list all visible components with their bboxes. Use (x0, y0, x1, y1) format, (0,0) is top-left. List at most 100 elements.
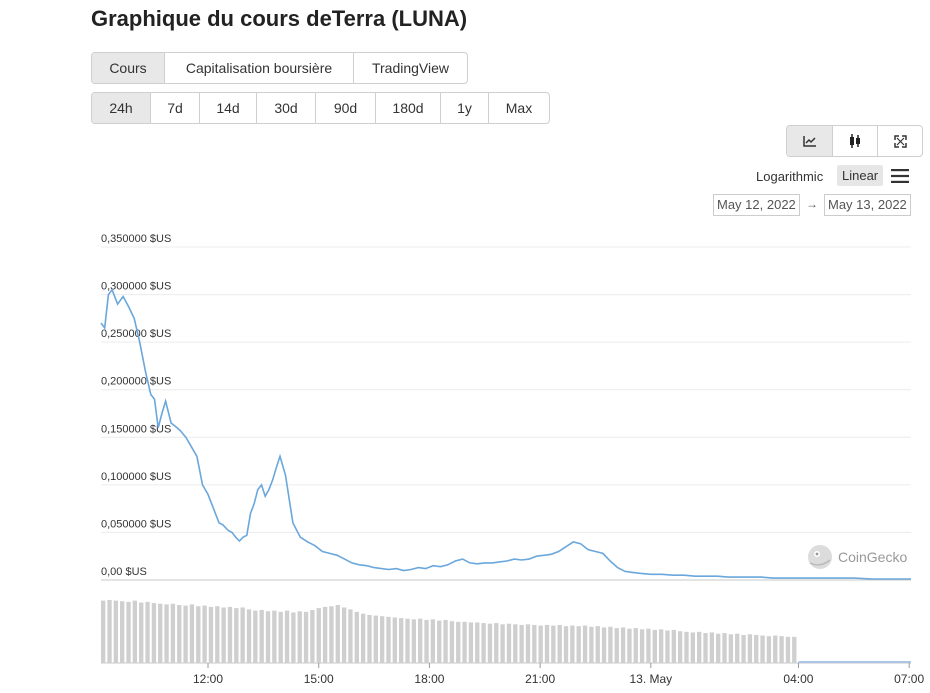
volume-bar (120, 601, 125, 663)
date-from-input[interactable]: May 12, 2022 (713, 194, 800, 216)
watermark-text: CoinGecko (838, 549, 907, 565)
volume-bar (151, 603, 157, 663)
volume-bar (785, 636, 791, 663)
volume-bar (506, 623, 512, 663)
volume-bar (576, 626, 581, 663)
x-tick-label: 07:00 (894, 672, 924, 686)
volume-bar (741, 634, 746, 663)
volume-bar (278, 611, 283, 663)
chart-tools (786, 125, 923, 157)
volume-bar (189, 604, 195, 663)
y-tick-label: 0,150000 $US (101, 423, 171, 435)
tab-capitalisation[interactable]: Capitalisation boursière (164, 53, 353, 83)
volume-bars (101, 600, 911, 663)
volume-bar (113, 600, 119, 663)
volume-bar (348, 609, 353, 663)
range-90d-button[interactable]: 90d (315, 93, 375, 123)
volume-bar (601, 627, 607, 663)
volume-bar (126, 601, 131, 663)
volume-bar (132, 600, 138, 663)
x-tick-label: 13. May (629, 672, 672, 686)
volume-bar (392, 617, 398, 663)
volume-bar (519, 624, 524, 663)
volume-bar (608, 626, 613, 663)
x-tick-label: 21:00 (525, 672, 555, 686)
volume-bar (202, 605, 207, 663)
volume-bar (107, 600, 112, 663)
hamburger-menu-icon[interactable] (891, 169, 909, 183)
volume-bar (145, 601, 150, 663)
volume-bar (633, 628, 638, 663)
range-30d-button[interactable]: 30d (256, 93, 315, 123)
range-180d-button[interactable]: 180d (375, 93, 440, 123)
volume-bar (284, 610, 290, 663)
volume-bar (322, 606, 328, 663)
line-chart-icon (802, 136, 816, 147)
volume-bar (595, 626, 600, 663)
chart-type-tabs: Cours Capitalisation boursière TradingVi… (91, 52, 468, 84)
range-1y-button[interactable]: 1y (440, 93, 488, 123)
linear-scale-option[interactable]: Linear (837, 165, 884, 186)
volume-bar (652, 629, 657, 663)
volume-bar (627, 628, 632, 663)
volume-bar (563, 626, 569, 663)
volume-bar (177, 604, 182, 663)
volume-bar (316, 608, 321, 663)
volume-bar (101, 600, 106, 663)
volume-bar (792, 636, 797, 663)
volume-bar (139, 602, 144, 663)
volume-bar (164, 604, 169, 663)
tab-cours[interactable]: Cours (92, 53, 164, 83)
volume-bar (329, 606, 334, 663)
volume-bar (773, 635, 778, 663)
volume-bar (221, 607, 226, 663)
fullscreen-button[interactable] (877, 126, 922, 156)
y-tick-label: 0,100000 $US (101, 471, 171, 483)
volume-bar (386, 616, 391, 663)
volume-bar (379, 616, 385, 663)
volume-bar (310, 609, 315, 663)
range-14d-button[interactable]: 14d (199, 93, 256, 123)
volume-bar (475, 622, 480, 663)
x-axis-labels: 12:00 15:00 18:00 21:00 13. May 04:00 07:00 (193, 663, 924, 686)
range-24h-button[interactable]: 24h (92, 93, 150, 123)
grid-lines (101, 246, 911, 664)
volume-bar (658, 629, 664, 663)
y-tick-label: 0,250000 $US (101, 328, 171, 340)
coingecko-logo-icon (808, 545, 832, 569)
volume-bar (538, 625, 543, 663)
date-arrow: → (806, 197, 818, 211)
volume-bar (494, 623, 499, 663)
candlestick-icon (850, 134, 860, 148)
volume-bar (532, 624, 537, 663)
volume-bar (722, 633, 727, 663)
volume-bar (272, 610, 277, 663)
volume-bar (487, 623, 493, 663)
volume-bar (747, 634, 753, 663)
volume-bar (684, 631, 689, 663)
volume-bar (481, 623, 486, 663)
tab-tradingview[interactable]: TradingView (353, 53, 467, 83)
volume-bar (158, 603, 163, 663)
volume-bar (303, 611, 309, 663)
scale-toggle: Logarithmic Linear (740, 165, 920, 189)
volume-bar (196, 606, 201, 663)
range-max-button[interactable]: Max (488, 93, 549, 123)
volume-bar (728, 634, 734, 663)
logarithmic-scale-option[interactable]: Logarithmic (756, 169, 824, 184)
y-tick-label: 0,200000 $US (101, 376, 171, 388)
page-title: Graphique du cours deTerra (LUNA) (91, 6, 468, 31)
volume-bar (253, 610, 258, 663)
y-tick-label: 0,350000 $US (101, 233, 171, 245)
y-tick-label: 0,00 $US (101, 566, 147, 578)
date-to-input[interactable]: May 13, 2022 (824, 194, 911, 216)
volume-bar (468, 622, 474, 663)
candlestick-button[interactable] (832, 126, 877, 156)
line-chart-button[interactable] (787, 126, 832, 156)
volume-bar (291, 612, 296, 663)
range-7d-button[interactable]: 7d (150, 93, 199, 123)
y-axis-labels: 0,00 $US 0,050000 $US 0,100000 $US 0,150000… (101, 233, 171, 578)
price-line (100, 288, 911, 580)
time-range-selector: 24h 7d 14d 30d 90d 180d 1y Max (91, 92, 550, 124)
